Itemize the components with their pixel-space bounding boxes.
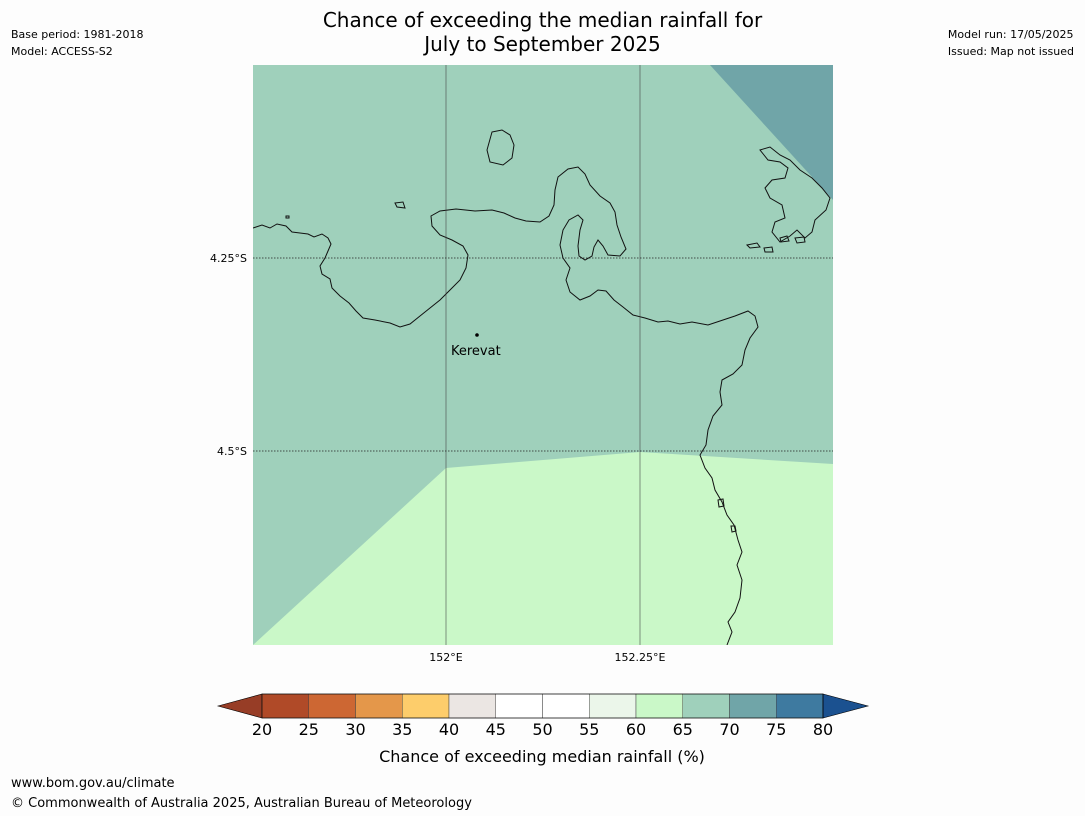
colorbar-tick-75: 75 <box>766 720 786 739</box>
colorbar-tick-35: 35 <box>392 720 412 739</box>
coastline-north-island <box>486 129 515 166</box>
colorbar-segment-30-35 <box>355 693 403 719</box>
colorbar-segment-65-70 <box>682 693 730 719</box>
colorbar-under-arrow <box>216 693 263 719</box>
coastline-islet-e1 <box>745 242 761 249</box>
colorbar-segment-45-50 <box>495 693 543 719</box>
website-link[interactable]: www.bom.gov.au/climate <box>11 776 175 791</box>
coastline-duke-of-york <box>759 146 831 243</box>
colorbar-tick-80: 80 <box>813 720 833 739</box>
colorbar-segment-25-30 <box>308 693 356 719</box>
kerevat-marker <box>475 333 479 337</box>
colorbar-segment-35-40 <box>402 693 450 719</box>
footer: www.bom.gov.au/climate © Commonwealth of… <box>11 774 472 814</box>
coastline-islet-west <box>394 201 406 209</box>
metadata-left: Base period: 1981-2018 Model: ACCESS-S2 <box>11 26 143 60</box>
title-line-1: Chance of exceeding the median rainfall … <box>322 8 763 32</box>
region-60-65 <box>253 452 833 645</box>
model-text: Model: ACCESS-S2 <box>11 45 113 58</box>
lon-label-152: 152°E <box>429 651 462 664</box>
lat-label-4-5: 4.5°S <box>217 445 247 458</box>
colorbar-segments <box>261 693 824 719</box>
colorbar-tick-labels: 20 25 30 35 40 45 50 55 60 65 70 75 80 <box>252 720 833 739</box>
colorbar-segment-75-80 <box>776 693 824 719</box>
colorbar-title: Chance of exceeding median rainfall (%) <box>379 747 705 766</box>
metadata-right: Model run: 17/05/2025 Issued: Map not is… <box>948 26 1074 60</box>
title-line-2: July to September 2025 <box>424 32 661 56</box>
lon-label-152-25: 152.25°E <box>615 651 666 664</box>
map-title: Chance of exceeding the median rainfall … <box>0 8 1085 56</box>
model-run-text: Model run: 17/05/2025 <box>947 28 1074 41</box>
colorbar-segment-40-45 <box>448 693 496 719</box>
colorbar-tick-55: 55 <box>579 720 599 739</box>
colorbar-tick-40: 40 <box>439 720 459 739</box>
colorbar-tick-70: 70 <box>719 720 739 739</box>
colorbar-tick-30: 30 <box>345 720 365 739</box>
colorbar-tick-45: 45 <box>486 720 506 739</box>
colorbar-segment-50-55 <box>542 693 590 719</box>
colorbar-segment-55-60 <box>589 693 637 719</box>
place-label-kerevat: Kerevat <box>451 344 501 359</box>
colorbar-over-arrow <box>822 693 870 719</box>
coastline-islet-e3 <box>794 236 806 244</box>
region-70-75 <box>710 65 833 200</box>
copyright-text: © Commonwealth of Australia 2025, Austra… <box>11 796 472 811</box>
map-area: Kerevat <box>253 65 833 645</box>
colorbar-segment-70-75 <box>729 693 777 719</box>
coastline-islet-e4 <box>779 235 790 243</box>
coastline-islet-e2 <box>763 246 774 253</box>
coastline-main <box>253 166 759 645</box>
colorbar-tick-65: 65 <box>673 720 693 739</box>
colorbar-tick-60: 60 <box>626 720 646 739</box>
colorbar: 20 25 30 35 40 45 50 55 60 65 70 75 80 Chance of exc… <box>216 693 870 766</box>
lat-label-4-25: 4.25°S <box>210 252 247 265</box>
base-period-text: Base period: 1981-2018 <box>11 28 144 41</box>
coastline-islet-south <box>730 525 737 533</box>
issued-text: Issued: Map not issued <box>947 45 1074 58</box>
coastline <box>253 129 831 645</box>
graticule <box>253 65 833 645</box>
colorbar-segment-20-25 <box>261 693 309 719</box>
coastline-islet-east-1 <box>717 498 725 508</box>
colorbar-tick-20: 20 <box>252 720 272 739</box>
colorbar-segment-60-65 <box>635 693 683 719</box>
colorbar-tick-25: 25 <box>299 720 319 739</box>
colorbar-tick-50: 50 <box>532 720 552 739</box>
coastline-islet-tiny <box>285 215 290 219</box>
colorbar-outline <box>261 693 824 719</box>
